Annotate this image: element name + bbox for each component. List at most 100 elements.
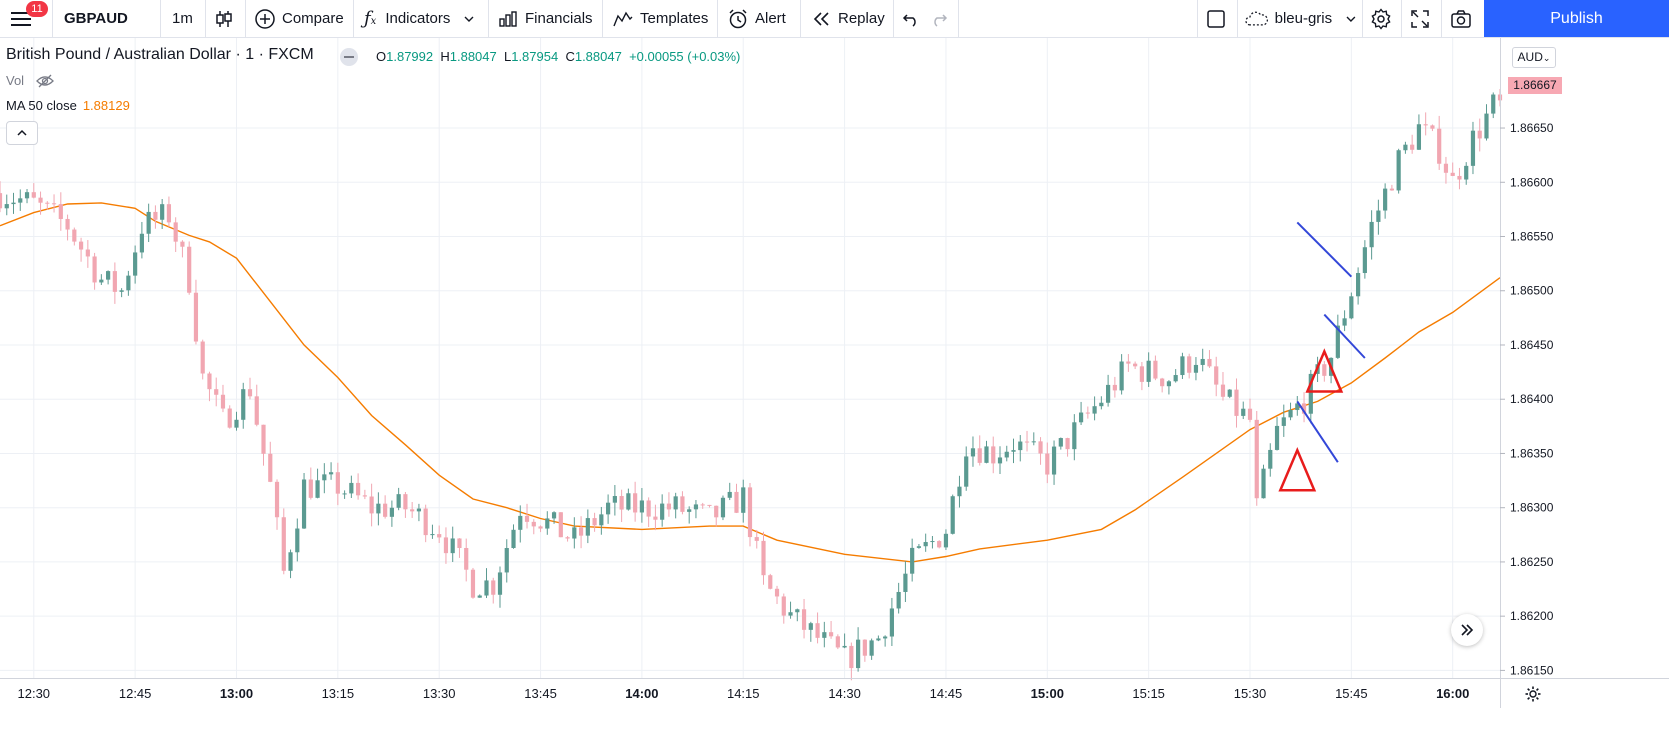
snapshot-button[interactable] — [1450, 0, 1474, 37]
change-value: +0.00055 (+0.03%) — [629, 49, 741, 64]
candle-body — [112, 271, 117, 292]
down-candle — [281, 508, 286, 575]
open-value: 1.87992 — [386, 49, 434, 64]
templates-button[interactable]: Templates — [613, 0, 713, 37]
up-candle — [139, 221, 144, 259]
divider — [717, 0, 718, 37]
candle-body — [1193, 364, 1199, 373]
drawings[interactable] — [1278, 221, 1366, 492]
down-candle — [1126, 354, 1131, 372]
up-candle — [626, 488, 631, 511]
down-candle — [707, 504, 712, 508]
candle-body — [1065, 438, 1070, 450]
candle-body — [1430, 125, 1435, 129]
up-candle — [1470, 121, 1476, 175]
divider — [205, 0, 206, 37]
down-candle — [1207, 350, 1212, 368]
up-candle — [1484, 104, 1489, 141]
up-candle — [943, 529, 949, 550]
replay-button[interactable]: Replay — [812, 0, 892, 37]
undo-button[interactable] — [902, 0, 922, 37]
up-candle — [497, 566, 503, 608]
up-candle — [950, 494, 955, 535]
axis-settings-button[interactable] — [1525, 686, 1541, 702]
price-chart[interactable]: 1.86650 1.86600 1.86550 1.86500 1.86450 1.864… — [0, 38, 1669, 755]
symbol-title[interactable]: British Pound / Australian Dollar · 1 · … — [6, 46, 314, 63]
minus-icon[interactable] — [340, 48, 358, 66]
chevron-down-icon: ⌄ — [1542, 53, 1551, 63]
candle-body — [1396, 150, 1401, 191]
candle-body — [524, 515, 530, 522]
candle-body — [1180, 356, 1185, 376]
ma-legend[interactable]: MA 50 close 1.88129 — [6, 98, 130, 113]
up-candle — [1173, 369, 1178, 383]
divider — [602, 0, 603, 37]
candle-body — [166, 204, 172, 223]
candle-body — [92, 256, 97, 283]
down-candle — [443, 527, 449, 564]
up-candle — [1416, 114, 1422, 150]
menu-button[interactable] — [10, 0, 44, 37]
down-candle — [437, 525, 442, 544]
publish-button[interactable]: Publish — [1484, 0, 1669, 37]
candle-body — [714, 505, 719, 518]
down-candle — [45, 201, 50, 210]
up-candle — [1349, 292, 1354, 320]
candle-body — [207, 373, 212, 390]
up-candle — [930, 536, 935, 549]
x-tick-label: 13:45 — [524, 686, 557, 701]
x-tick-label: 15:00 — [1031, 686, 1064, 701]
up-candle — [842, 633, 847, 649]
time-axis[interactable]: 12:30 12:45 13:00 13:15 13:30 13:45 14:00 14:15… — [18, 686, 1470, 701]
candle-body — [504, 548, 509, 573]
scroll-to-realtime-button[interactable] — [1451, 614, 1483, 646]
symbol-search-button[interactable]: GBPAUD — [64, 0, 159, 37]
candle-body — [288, 552, 293, 571]
compare-button[interactable]: Compare — [254, 0, 346, 37]
candle-body — [376, 503, 381, 514]
up-candle — [741, 479, 746, 523]
volume-legend[interactable]: Vol — [6, 73, 54, 88]
vol-label: Vol — [6, 73, 25, 88]
candle-body — [930, 541, 935, 543]
down-candle — [646, 497, 651, 527]
eye-hidden-icon[interactable] — [35, 74, 54, 88]
alert-button[interactable]: Alert — [727, 0, 793, 37]
currency-button[interactable]: AUD⌄ — [1512, 47, 1556, 68]
candle-body — [403, 494, 408, 510]
redo-button[interactable] — [930, 0, 950, 37]
down-candle — [734, 483, 739, 514]
redo-icon — [934, 13, 948, 27]
candle-body — [626, 493, 631, 510]
down-candle — [1389, 184, 1394, 191]
fullscreen-button[interactable] — [1410, 0, 1434, 37]
candle-body — [1214, 366, 1219, 385]
chart-type-button[interactable] — [214, 0, 238, 37]
candle-body — [65, 218, 70, 230]
candle-body — [781, 596, 786, 616]
candle-body — [835, 636, 840, 648]
candle-body — [518, 515, 523, 530]
candle-body — [774, 588, 780, 597]
y-tick-label: 1.86500 — [1510, 284, 1554, 298]
down-candle — [38, 191, 43, 215]
settings-button[interactable] — [1370, 0, 1394, 37]
candle-body — [1288, 410, 1293, 418]
indicators-button[interactable]: ƒx Indicators — [364, 0, 484, 37]
candle-body — [1011, 450, 1016, 452]
x-tick-label: 14:45 — [930, 686, 963, 701]
interval-button[interactable]: 1m — [172, 0, 202, 37]
candle-body — [1200, 358, 1205, 365]
price-axis[interactable]: 1.86650 1.86600 1.86550 1.86500 1.86450 1.864… — [1500, 121, 1554, 677]
x-tick-label: 15:15 — [1132, 686, 1165, 701]
down-candle — [1065, 437, 1070, 457]
candle-body — [660, 503, 665, 520]
candle-body — [1024, 441, 1030, 443]
fullscreen-layout-button[interactable] — [1206, 0, 1230, 37]
financials-button[interactable]: Financials — [498, 0, 598, 37]
candles — [0, 89, 1503, 681]
candle-body — [133, 252, 138, 276]
layout-menu-button[interactable]: bleu-gris — [1244, 0, 1356, 37]
collapse-legend-button[interactable] — [6, 121, 38, 145]
candle-body — [666, 503, 672, 510]
